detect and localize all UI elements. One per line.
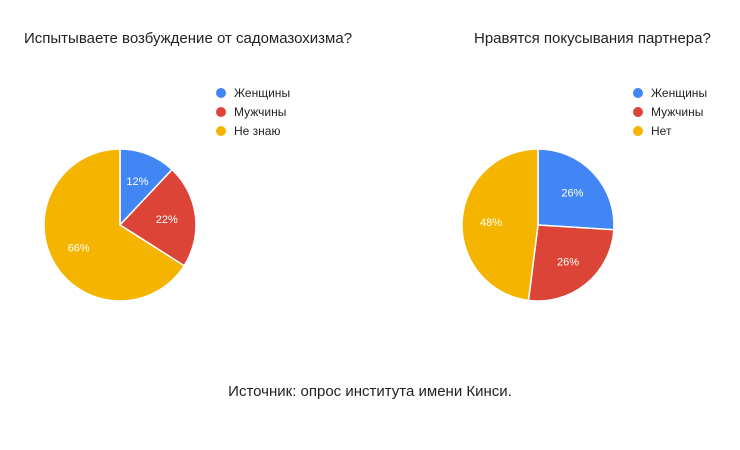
legend-label: Женщины — [651, 85, 708, 100]
pie-slice — [537, 148, 615, 231]
legend-swatch — [633, 106, 643, 117]
legend-label: Женщины — [234, 85, 291, 100]
legend-swatch — [216, 87, 226, 98]
legend-swatch — [633, 87, 643, 98]
legend-item: Женщины — [633, 83, 707, 102]
slice-label: 12% — [126, 176, 148, 188]
legend-swatch — [216, 106, 226, 117]
legend-label: Мужчины — [651, 104, 704, 119]
legend-label: Нет — [651, 123, 672, 138]
legend-label: Не знаю — [234, 123, 281, 138]
legend-label: Мужчины — [234, 104, 287, 119]
pie-slice — [461, 148, 539, 302]
legend-swatch — [633, 125, 643, 136]
chart-2-legend: Женщины Мужчины Нет — [633, 83, 707, 140]
legend-item: Мужчины — [633, 102, 707, 121]
source-note: Источник: опрос института имени Кинси. — [228, 383, 512, 400]
chart-1-legend: Женщины Мужчины Не знаю — [216, 83, 290, 140]
legend-item: Мужчины — [216, 102, 290, 121]
legend-swatch — [216, 125, 226, 136]
slice-label: 26% — [557, 256, 579, 268]
pie-slice — [527, 224, 615, 302]
slice-label: 22% — [156, 214, 178, 226]
pie-slice — [118, 168, 197, 267]
chart-2-pie: 26% 26% 48% — [461, 148, 615, 302]
slice-label: 26% — [561, 188, 583, 200]
chart-2-title: Нравятся покусывания партнера? — [474, 30, 711, 47]
chart-1-title: Испытываете возбуждение от садомазохизма… — [24, 30, 353, 47]
legend-item: Женщины — [216, 83, 290, 102]
slice-label: 66% — [68, 243, 90, 255]
legend-item: Нет — [633, 121, 707, 140]
chart-1-pie: 12% 22% 66% — [43, 148, 197, 302]
legend-item: Не знаю — [216, 121, 290, 140]
slice-label: 48% — [480, 217, 502, 229]
pie-slice — [43, 148, 186, 302]
